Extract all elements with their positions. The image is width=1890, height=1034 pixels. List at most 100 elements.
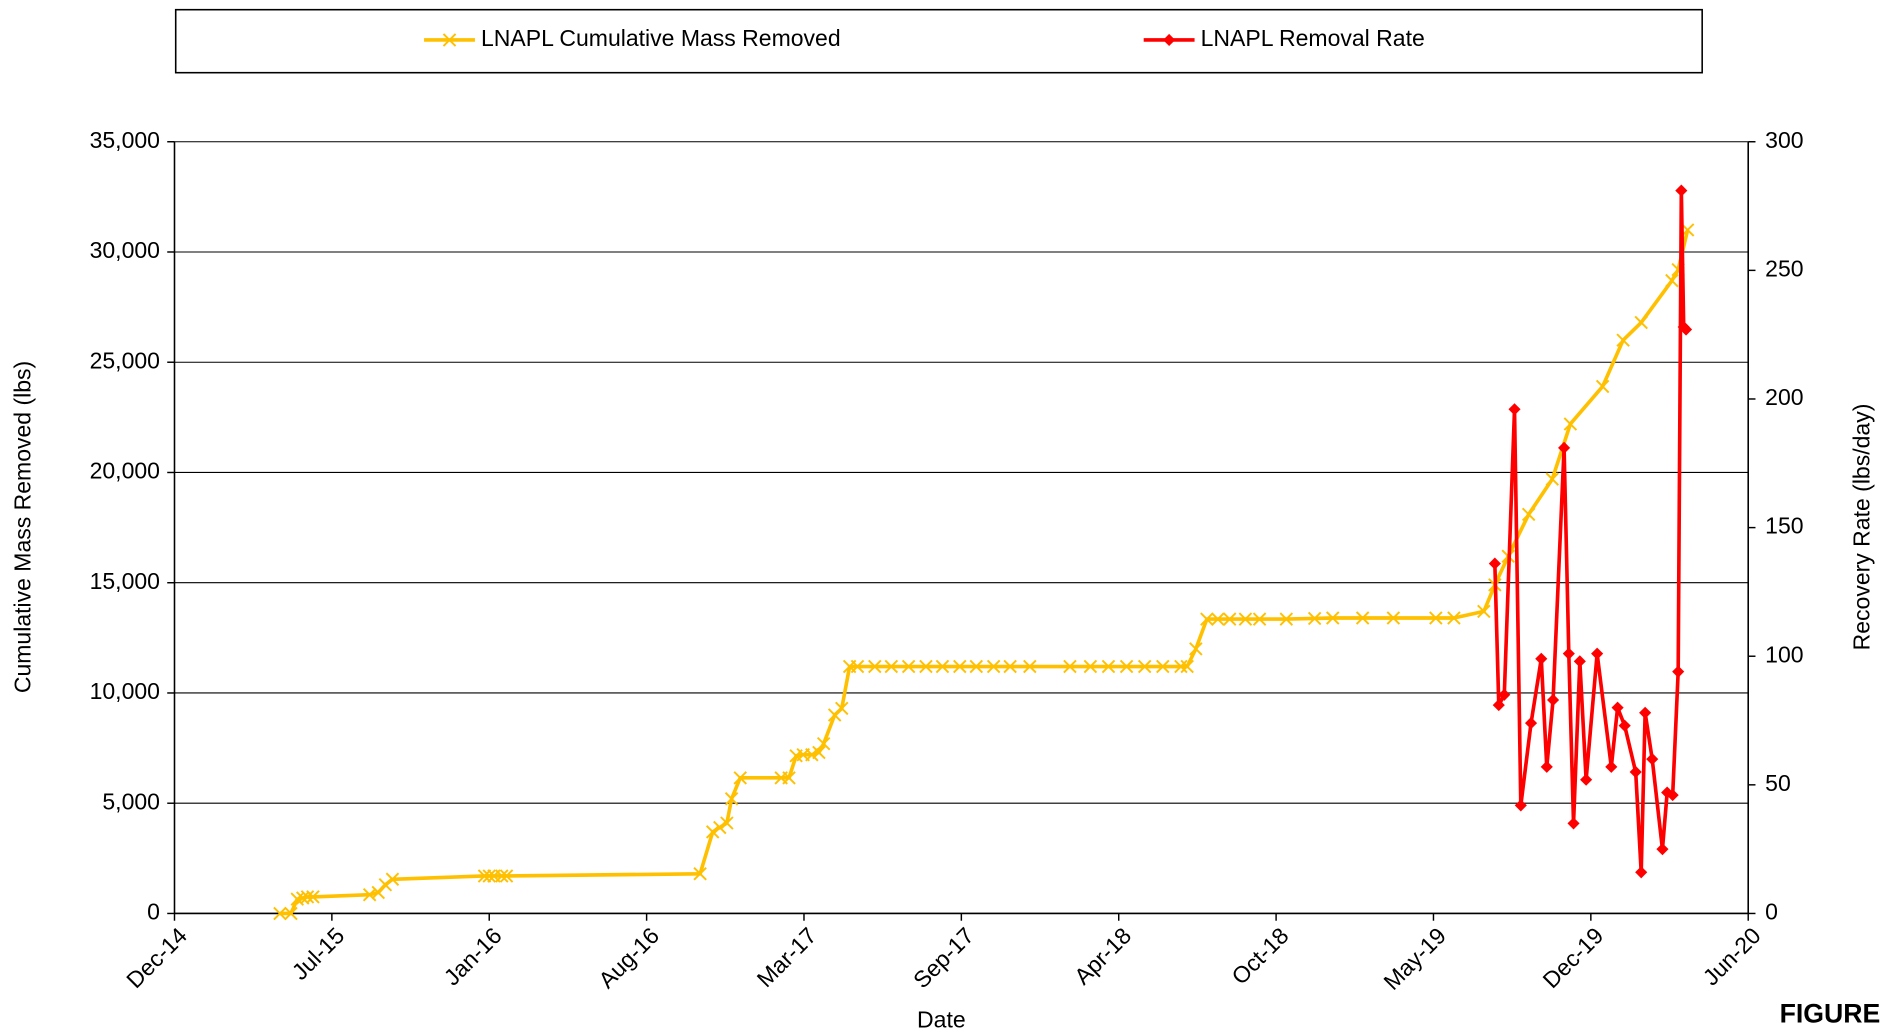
x-axis-label: Date — [917, 1006, 966, 1032]
point — [1656, 843, 1669, 856]
point — [953, 659, 967, 674]
point — [1063, 659, 1077, 674]
point — [1498, 688, 1511, 701]
point — [705, 825, 720, 839]
point — [362, 887, 377, 902]
point — [1563, 417, 1578, 431]
point — [1189, 642, 1203, 656]
x-tick-label: Dec-19 — [1538, 922, 1609, 993]
x-tick-label: Dec-14 — [121, 922, 192, 993]
point — [273, 906, 287, 921]
point — [495, 869, 509, 883]
point — [1547, 693, 1560, 707]
point — [378, 878, 393, 892]
point — [1591, 647, 1604, 660]
point — [1666, 789, 1679, 802]
y-tick-label: 20,000 — [90, 458, 160, 484]
point — [1672, 665, 1685, 678]
point — [1137, 659, 1152, 674]
point — [724, 792, 739, 806]
point — [385, 872, 400, 887]
point — [1023, 659, 1037, 674]
y2-tick-label: 150 — [1765, 513, 1803, 539]
point — [884, 659, 899, 674]
y-tick-label: 25,000 — [90, 347, 160, 373]
x-tick-label: Jan-16 — [439, 922, 507, 990]
y-tick-label: 35,000 — [90, 127, 160, 153]
point — [1174, 659, 1188, 674]
point — [1646, 753, 1659, 766]
y-axis-label: Cumulative Mass Removed (lbs) — [9, 361, 35, 693]
point — [986, 659, 1001, 674]
point — [1679, 323, 1693, 336]
point — [1386, 611, 1401, 625]
point — [1573, 655, 1586, 668]
point — [1252, 612, 1267, 626]
point — [1580, 773, 1593, 786]
point — [284, 906, 298, 921]
point — [1665, 273, 1679, 288]
point — [1634, 315, 1648, 330]
point — [1447, 611, 1461, 625]
legend-label: LNAPL Cumulative Mass Removed — [481, 25, 841, 51]
y-tick-label: 0 — [147, 899, 160, 925]
y2-tick-label: 100 — [1765, 641, 1803, 667]
series-line — [1493, 188, 1688, 875]
y2-tick-label: 300 — [1765, 127, 1803, 153]
point — [812, 745, 826, 760]
point — [1355, 611, 1370, 625]
point — [1639, 706, 1652, 719]
point — [1611, 701, 1624, 714]
y2-tick-label: 200 — [1765, 384, 1803, 410]
point — [835, 701, 849, 716]
annotation: FIGURE — [1780, 998, 1881, 1028]
point — [1003, 659, 1017, 674]
point — [499, 869, 514, 883]
legend-label: LNAPL Removal Rate — [1201, 25, 1425, 51]
x-tick-label: May-19 — [1378, 922, 1451, 995]
point — [1535, 652, 1548, 665]
series-line — [279, 229, 1690, 916]
point — [1616, 333, 1630, 347]
x-tick-label: Aug-16 — [593, 922, 664, 993]
point — [1307, 611, 1322, 626]
point — [1279, 612, 1294, 626]
point — [1222, 612, 1237, 626]
point — [850, 659, 865, 674]
y2-tick-label: 0 — [1765, 899, 1778, 925]
point — [816, 736, 831, 751]
point — [693, 867, 707, 881]
point — [919, 659, 933, 674]
y-tick-label: 10,000 — [90, 678, 160, 704]
point — [1238, 612, 1253, 626]
point — [306, 890, 320, 904]
point — [1558, 441, 1571, 454]
y2-axis-label: Recovery Rate (lbs/day) — [1848, 404, 1874, 651]
point — [1180, 659, 1194, 674]
point — [1524, 717, 1538, 730]
x-tick-label: Oct-18 — [1226, 922, 1293, 989]
point — [1326, 611, 1340, 625]
point — [1508, 403, 1521, 416]
point — [1618, 719, 1631, 732]
point — [1488, 557, 1501, 570]
point — [1567, 817, 1580, 830]
y2-tick-label: 50 — [1765, 770, 1791, 796]
y2-tick-label: 250 — [1765, 255, 1803, 281]
y-tick-label: 15,000 — [90, 568, 160, 594]
point — [1540, 760, 1553, 773]
point — [1675, 184, 1688, 197]
y-tick-label: 5,000 — [102, 788, 160, 814]
point — [1545, 472, 1560, 486]
point — [1429, 611, 1443, 625]
point — [935, 659, 950, 674]
point — [713, 820, 727, 835]
point — [1156, 659, 1170, 674]
point — [868, 659, 882, 674]
point — [300, 890, 315, 904]
point — [1629, 765, 1642, 779]
x-tick-label: Jun-20 — [1698, 922, 1766, 990]
point — [1562, 647, 1575, 660]
point — [1211, 612, 1225, 626]
